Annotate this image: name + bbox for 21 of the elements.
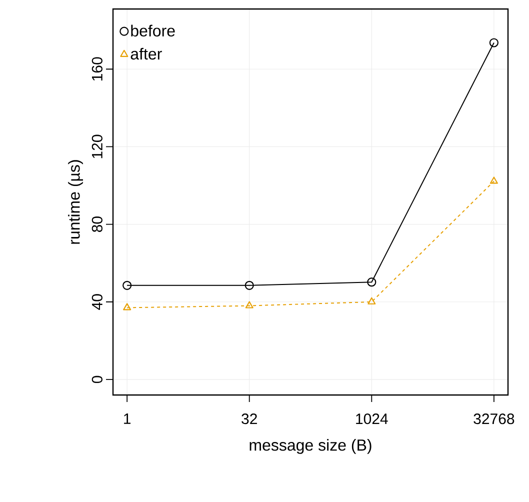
y-tick-label: 160	[92, 57, 102, 80]
y-axis-title: runtime (µs)	[68, 160, 83, 244]
point	[122, 280, 132, 290]
y-tick-label: 120	[92, 134, 102, 158]
point	[490, 176, 498, 184]
x-tick-label: 1	[124, 414, 131, 424]
point	[245, 301, 254, 308]
point	[367, 278, 376, 287]
x-tick-label: 32768	[474, 414, 514, 424]
x-tick-label: 1024	[356, 414, 388, 424]
y-tick-label: 80	[92, 216, 102, 232]
legend-label: after	[130, 48, 162, 60]
y-tick-label: 0	[92, 376, 102, 384]
legend-label: before	[131, 24, 175, 37]
point	[244, 280, 254, 290]
point	[368, 297, 376, 304]
y-tick-label: 40	[92, 294, 102, 310]
point	[123, 303, 132, 310]
point	[489, 38, 498, 48]
x-axis-title: message size (B)	[250, 439, 372, 454]
x-tick-label: 32	[242, 414, 257, 424]
